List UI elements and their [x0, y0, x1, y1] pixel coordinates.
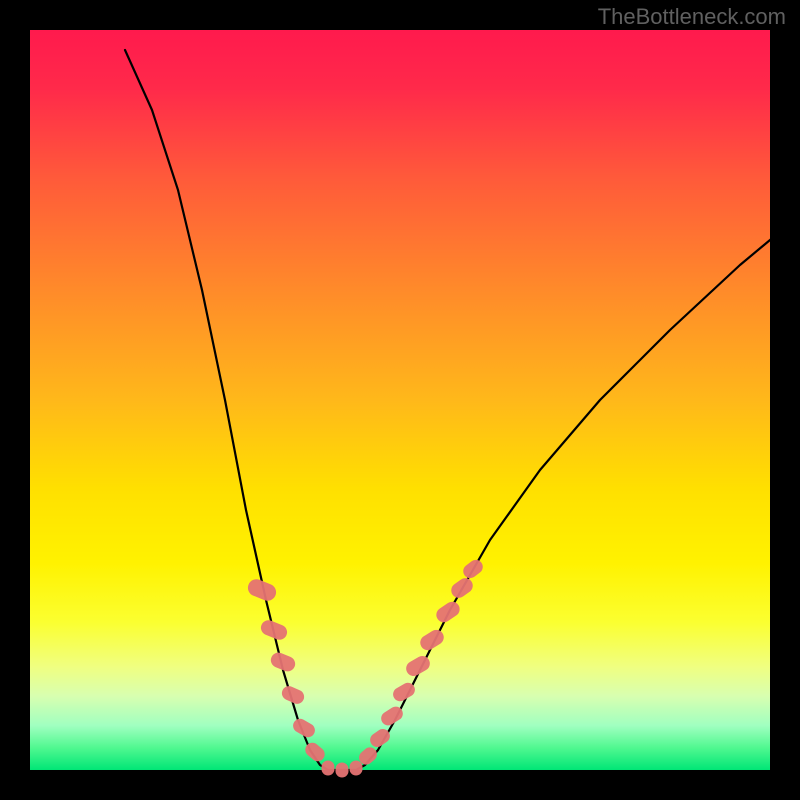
watermark-text: TheBottleneck.com: [598, 4, 786, 30]
curve-marker: [269, 651, 296, 673]
curve-marker: [259, 619, 288, 642]
curve-marker: [461, 558, 485, 581]
curve-marker: [404, 654, 432, 678]
bottleneck-curve: [125, 50, 800, 770]
curve-marker: [434, 599, 462, 624]
curve-marker: [350, 761, 362, 775]
plot-area: [30, 30, 770, 770]
curve-marker: [291, 717, 317, 739]
curve-marker: [280, 685, 305, 706]
curve-layer: [30, 30, 770, 770]
marker-group: [246, 558, 485, 777]
curve-marker: [246, 577, 278, 602]
curve-marker: [336, 763, 348, 777]
curve-marker: [322, 761, 334, 775]
chart-container: TheBottleneck.com: [0, 0, 800, 800]
curve-marker: [449, 576, 475, 600]
curve-marker: [418, 628, 446, 653]
